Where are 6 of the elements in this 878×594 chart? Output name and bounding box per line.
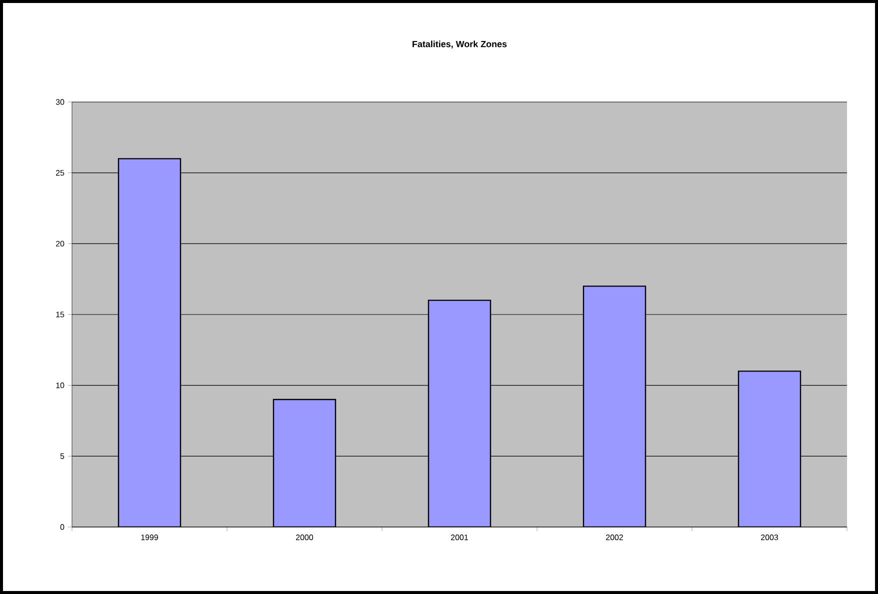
bar <box>582 286 646 527</box>
bar <box>272 398 336 527</box>
chart-title: Fatalities, Work Zones <box>412 40 507 48</box>
bar <box>738 370 802 527</box>
bar <box>428 300 492 527</box>
bar <box>118 158 182 527</box>
